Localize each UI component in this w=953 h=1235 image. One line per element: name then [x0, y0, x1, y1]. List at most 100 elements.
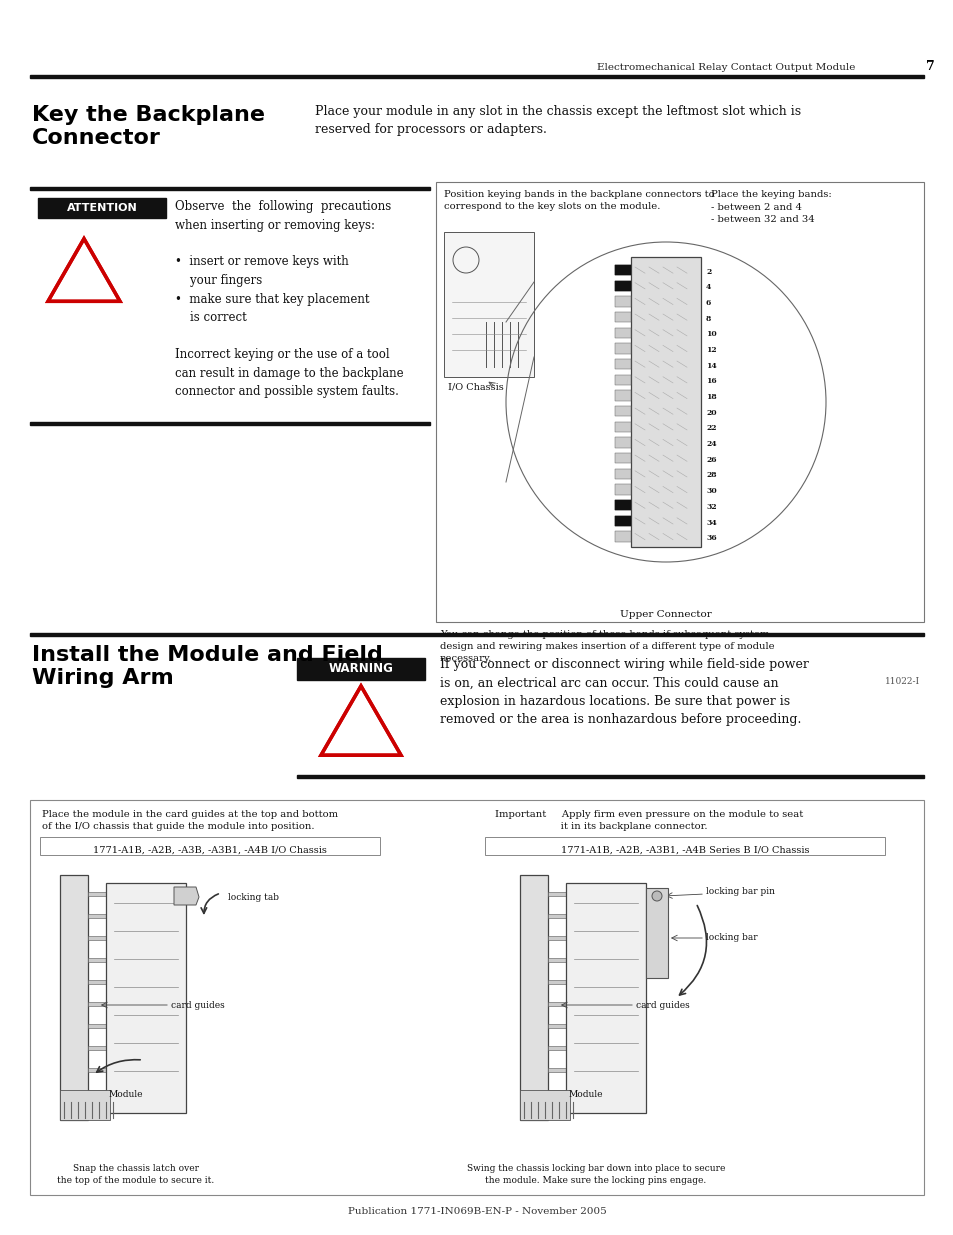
Bar [615, 437, 630, 447]
Text: 6: 6 [705, 299, 711, 308]
Text: Publication 1771-IN069B-EN-P - November 2005: Publication 1771-IN069B-EN-P - November … [347, 1208, 606, 1216]
Text: Position keying bands in the backplane connectors to
correspond to the key slots: Position keying bands in the backplane c… [443, 190, 714, 211]
Bar [615, 312, 630, 322]
Text: 1771-A1B, -A2B, -A3B, -A3B1, -A4B I/O Chassis: 1771-A1B, -A2B, -A3B, -A3B1, -A4B I/O Ch… [93, 846, 327, 855]
Bar [547, 958, 565, 962]
Bar [615, 280, 630, 291]
Text: 26: 26 [705, 456, 716, 464]
Bar [615, 453, 630, 463]
Text: WARNING: WARNING [328, 662, 393, 676]
Text: Module: Module [568, 1091, 602, 1099]
Bar [547, 981, 565, 984]
Text: 34: 34 [705, 519, 716, 526]
Bar [547, 914, 565, 918]
Text: Place the module in the card guides at the top and bottom
of the I/O chassis tha: Place the module in the card guides at t… [42, 810, 337, 831]
Bar [88, 892, 106, 897]
Bar [615, 516, 630, 526]
Text: 12: 12 [705, 346, 716, 354]
Bar [519, 876, 547, 1120]
Text: If you connect or disconnect wiring while field-side power
is on, an electrical : If you connect or disconnect wiring whil… [439, 658, 808, 726]
Text: Swing the chassis locking bar down into place to secure
the module. Make sure th: Swing the chassis locking bar down into … [466, 1165, 724, 1186]
Bar [40, 837, 379, 855]
Bar [88, 981, 106, 984]
Text: 14: 14 [705, 362, 716, 369]
Text: 18: 18 [705, 393, 716, 401]
Bar [547, 892, 565, 897]
Bar [547, 1091, 565, 1094]
Bar [88, 1002, 106, 1007]
Bar [88, 936, 106, 940]
Bar [615, 359, 630, 369]
Bar [615, 280, 630, 291]
Bar [88, 1068, 106, 1072]
Bar [547, 1002, 565, 1007]
Bar [519, 1091, 569, 1120]
Bar [30, 800, 923, 1195]
Bar [615, 374, 630, 385]
Text: I/O Chassis: I/O Chassis [448, 382, 503, 391]
Text: 8: 8 [705, 315, 711, 322]
Text: locking bar: locking bar [705, 934, 757, 942]
Bar [615, 516, 630, 526]
Polygon shape [53, 242, 115, 298]
Text: Module: Module [109, 1091, 143, 1099]
Bar [60, 876, 88, 1120]
Bar [88, 1091, 106, 1094]
Text: Place your module in any slot in the chassis except the leftmost slot which is
r: Place your module in any slot in the cha… [314, 105, 801, 136]
Bar [30, 634, 923, 636]
Text: 36: 36 [705, 535, 716, 542]
Bar [615, 266, 630, 275]
Bar [30, 186, 430, 190]
Text: Place the keying bands:
- between 2 and 4
- between 32 and 34: Place the keying bands: - between 2 and … [710, 190, 831, 224]
Bar [106, 883, 186, 1113]
Bar [60, 1091, 110, 1120]
Text: 10: 10 [705, 331, 716, 338]
Bar [645, 888, 667, 978]
Bar [30, 422, 430, 425]
Bar [630, 257, 700, 547]
Bar [615, 406, 630, 416]
Text: 30: 30 [705, 487, 716, 495]
Bar [615, 469, 630, 479]
Text: 24: 24 [705, 440, 716, 448]
Text: Observe  the  following  precautions
when inserting or removing keys:

•  insert: Observe the following precautions when i… [174, 200, 403, 398]
Polygon shape [48, 238, 120, 301]
Text: locking tab: locking tab [228, 893, 278, 902]
Bar [615, 500, 630, 510]
Text: !: ! [355, 715, 367, 742]
Bar [88, 1024, 106, 1028]
Text: locking bar pin: locking bar pin [705, 888, 774, 897]
Text: 20: 20 [705, 409, 716, 416]
Bar [88, 958, 106, 962]
Bar [615, 343, 630, 353]
Bar [88, 914, 106, 918]
Text: card guides: card guides [636, 1000, 689, 1009]
Polygon shape [320, 685, 400, 755]
Bar [615, 327, 630, 338]
Bar [615, 422, 630, 432]
Text: 16: 16 [705, 378, 716, 385]
Text: !: ! [78, 266, 90, 290]
Text: Key the Backplane
Connector: Key the Backplane Connector [32, 105, 265, 148]
Text: 11022-I: 11022-I [884, 677, 919, 685]
Text: 32: 32 [705, 503, 716, 511]
Bar [615, 296, 630, 306]
Text: 2: 2 [705, 268, 711, 275]
Text: 22: 22 [705, 425, 716, 432]
Bar [615, 266, 630, 275]
Bar [436, 182, 923, 622]
Text: 28: 28 [705, 472, 716, 479]
Text: 7: 7 [925, 61, 934, 74]
Text: card guides: card guides [171, 1000, 225, 1009]
Bar [547, 1046, 565, 1050]
Polygon shape [173, 887, 199, 905]
Bar [615, 500, 630, 510]
Bar [484, 837, 884, 855]
Bar [615, 531, 630, 542]
Bar [547, 1068, 565, 1072]
Bar [88, 1046, 106, 1050]
Bar [296, 776, 923, 778]
Bar [565, 883, 645, 1113]
Text: ATTENTION: ATTENTION [67, 203, 137, 212]
Bar [30, 74, 923, 78]
